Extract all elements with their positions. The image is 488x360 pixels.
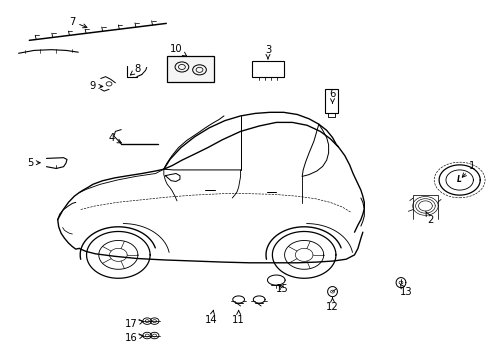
Text: 4: 4: [108, 132, 121, 143]
Text: 16: 16: [124, 333, 143, 343]
Text: 8: 8: [130, 64, 141, 75]
Text: 14: 14: [204, 310, 217, 325]
Text: 10: 10: [169, 44, 186, 56]
Text: 2: 2: [425, 211, 433, 225]
Text: L: L: [456, 175, 461, 184]
Text: 7: 7: [69, 17, 87, 28]
Text: 11: 11: [232, 310, 244, 325]
Text: 13: 13: [399, 284, 411, 297]
Text: 6: 6: [328, 89, 335, 103]
Bar: [252, 61, 283, 77]
Text: 3: 3: [264, 45, 270, 59]
Text: 15: 15: [276, 284, 288, 294]
Bar: [325, 89, 337, 113]
Text: 9: 9: [89, 81, 102, 91]
Bar: [167, 56, 214, 82]
Text: 12: 12: [325, 297, 338, 312]
Text: 5: 5: [27, 158, 40, 168]
Text: 1: 1: [461, 161, 475, 177]
Text: 17: 17: [124, 319, 143, 329]
